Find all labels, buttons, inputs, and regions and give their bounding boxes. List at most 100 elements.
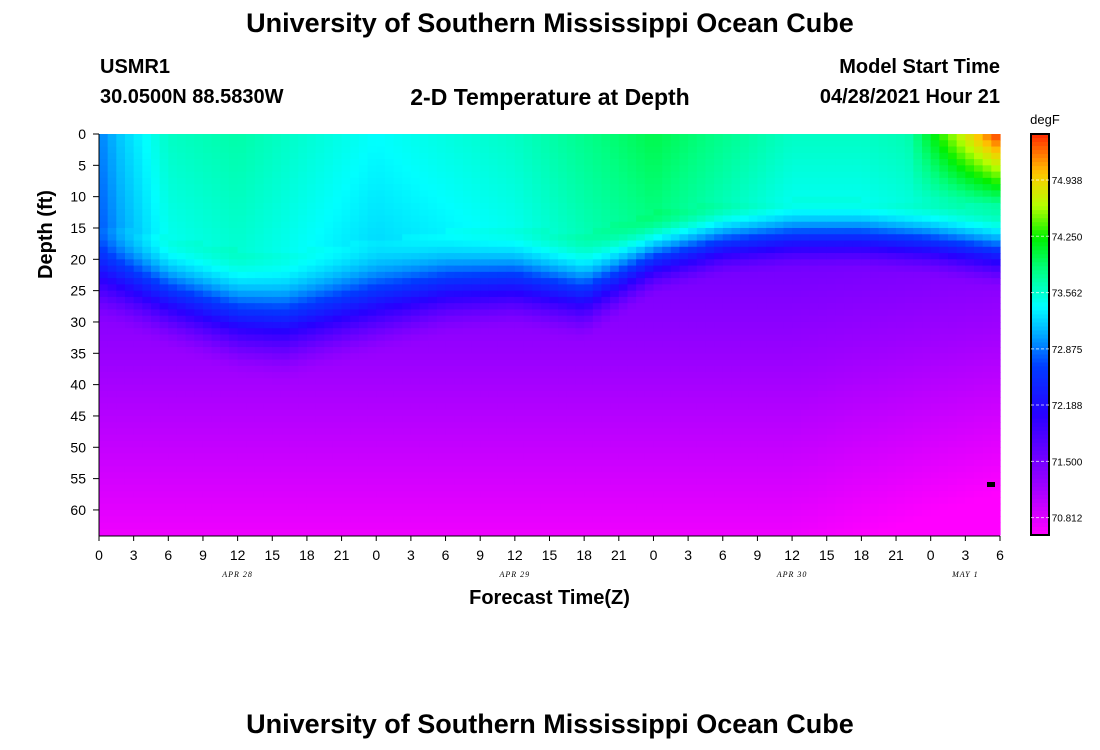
heatmap-cell bbox=[263, 516, 273, 524]
heatmap-cell bbox=[289, 428, 299, 436]
heatmap-cell bbox=[211, 152, 221, 160]
heatmap-cell bbox=[428, 453, 438, 461]
heatmap-cell bbox=[324, 177, 334, 185]
heatmap-cell bbox=[740, 347, 750, 354]
heatmap-cell bbox=[280, 202, 291, 210]
heatmap-cell bbox=[696, 202, 707, 210]
heatmap-cell bbox=[211, 177, 221, 185]
heatmap-cell bbox=[263, 227, 273, 235]
heatmap-cell bbox=[722, 353, 733, 361]
heatmap-cell bbox=[714, 497, 724, 505]
heatmap-cell bbox=[644, 415, 655, 423]
heatmap-cell bbox=[358, 441, 369, 448]
heatmap-cell bbox=[358, 384, 369, 392]
heatmap-cell bbox=[436, 384, 447, 392]
heatmap-cell bbox=[367, 171, 377, 179]
heatmap-cell bbox=[246, 409, 256, 417]
heatmap-cell bbox=[133, 265, 143, 273]
heatmap-cell bbox=[766, 441, 776, 448]
heatmap-cell bbox=[705, 234, 715, 242]
heatmap-cell bbox=[367, 522, 377, 530]
heatmap-cell bbox=[159, 478, 169, 486]
heatmap-cell bbox=[211, 528, 221, 536]
heatmap-cell bbox=[419, 340, 429, 348]
heatmap-cell bbox=[185, 328, 195, 336]
heatmap-cell bbox=[324, 202, 334, 210]
heatmap-cell bbox=[298, 484, 308, 492]
heatmap-cell bbox=[740, 334, 750, 342]
heatmap-cell bbox=[124, 303, 135, 311]
heatmap-cell bbox=[254, 466, 265, 473]
heatmap-cell bbox=[575, 516, 585, 524]
heatmap-cell bbox=[696, 359, 707, 367]
heatmap-cell bbox=[618, 284, 629, 292]
heatmap-cell bbox=[696, 372, 707, 379]
heatmap-cell bbox=[575, 165, 585, 173]
heatmap-cell bbox=[367, 190, 377, 198]
heatmap-cell bbox=[731, 497, 741, 505]
heatmap-cell bbox=[523, 165, 533, 173]
heatmap-cell bbox=[254, 321, 265, 329]
heatmap-cell bbox=[445, 484, 455, 492]
heatmap-cell bbox=[523, 190, 533, 198]
heatmap-cell bbox=[150, 315, 161, 323]
heatmap-cell bbox=[142, 321, 152, 329]
heatmap-cell bbox=[566, 409, 577, 417]
heatmap-cell bbox=[367, 403, 377, 411]
heatmap-cell bbox=[220, 202, 230, 210]
heatmap-cell bbox=[367, 415, 377, 423]
heatmap-cell bbox=[341, 522, 351, 530]
heatmap-cell bbox=[194, 209, 204, 217]
heatmap-cell bbox=[627, 441, 637, 448]
heatmap-cell bbox=[263, 146, 273, 154]
heatmap-cell bbox=[350, 372, 360, 379]
heatmap-cell bbox=[610, 152, 620, 160]
heatmap-cell bbox=[514, 528, 525, 536]
heatmap-cell bbox=[159, 284, 169, 292]
heatmap-cell bbox=[731, 140, 741, 148]
heatmap-cell bbox=[228, 422, 239, 430]
heatmap-cell bbox=[220, 390, 230, 398]
heatmap-cell bbox=[124, 146, 135, 154]
heatmap-cell bbox=[618, 303, 629, 311]
heatmap-cell bbox=[584, 165, 594, 173]
heatmap-cell bbox=[705, 509, 715, 517]
heatmap-cell bbox=[636, 246, 646, 254]
heatmap-cell bbox=[436, 459, 447, 467]
heatmap-cell bbox=[506, 278, 516, 285]
heatmap-cell bbox=[289, 491, 299, 499]
heatmap-cell bbox=[566, 209, 577, 217]
heatmap-cell bbox=[280, 441, 291, 448]
heatmap-cell bbox=[471, 447, 481, 455]
heatmap-cell bbox=[445, 290, 455, 298]
heatmap-cell bbox=[575, 372, 585, 379]
heatmap-cell bbox=[549, 152, 559, 160]
heatmap-cell bbox=[471, 259, 481, 267]
heatmap-cell bbox=[306, 397, 317, 405]
heatmap-cell bbox=[133, 278, 143, 285]
heatmap-cell bbox=[584, 159, 594, 166]
heatmap-cell bbox=[454, 428, 464, 436]
heatmap-cell bbox=[142, 278, 152, 285]
heatmap-cell bbox=[306, 284, 317, 292]
heatmap-cell bbox=[540, 466, 551, 473]
heatmap-cell bbox=[514, 271, 525, 279]
heatmap-cell bbox=[237, 434, 247, 442]
heatmap-cell bbox=[636, 221, 646, 229]
heatmap-cell bbox=[558, 140, 568, 148]
heatmap-cell bbox=[575, 509, 585, 517]
heatmap-cell bbox=[670, 315, 681, 323]
heatmap-cell bbox=[159, 171, 169, 179]
heatmap-cell bbox=[757, 459, 767, 467]
heatmap-cell bbox=[280, 215, 291, 223]
heatmap-cell bbox=[202, 171, 213, 179]
heatmap-cell bbox=[480, 271, 490, 279]
heatmap-cell bbox=[540, 403, 551, 411]
heatmap-cell bbox=[670, 259, 681, 267]
heatmap-cell bbox=[662, 152, 672, 160]
heatmap-cell bbox=[766, 209, 776, 217]
heatmap-cell bbox=[627, 372, 637, 379]
heatmap-cell bbox=[376, 321, 386, 329]
heatmap-cell bbox=[445, 140, 455, 148]
heatmap-cell bbox=[124, 415, 135, 423]
